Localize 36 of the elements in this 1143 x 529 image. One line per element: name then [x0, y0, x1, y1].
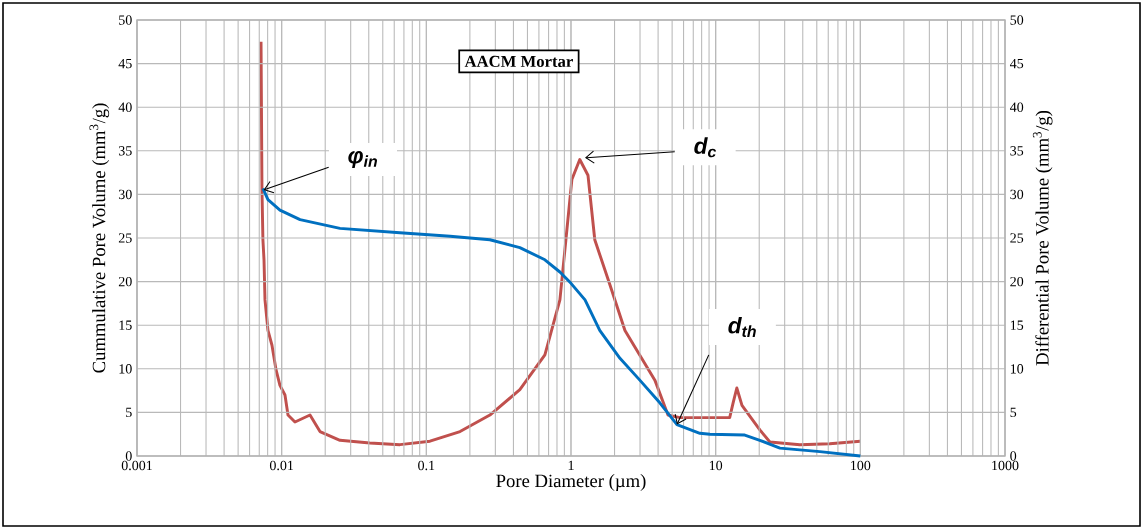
y-tick-label: 45: [118, 58, 132, 69]
x-tick-label: 1: [568, 460, 574, 470]
y2-tick-label: 45: [1009, 58, 1024, 69]
y2-tick-label: 15: [1010, 320, 1024, 330]
annotation: d$_{c}$: [694, 137, 717, 158]
x-tick-label: 0.01: [269, 460, 294, 471]
y2-tick-label: 0: [1010, 451, 1017, 461]
text: AACM Mortar: [464, 55, 573, 68]
y2-tick-label: 35: [1010, 146, 1024, 156]
y-tick-label: 25: [118, 233, 132, 243]
y2-tick-label: 20: [1010, 276, 1024, 287]
y2-tick-label: 10: [1010, 364, 1024, 374]
y-tick-label: 0: [125, 451, 132, 461]
y2-tick-label: 50: [1010, 15, 1024, 25]
x-tick-label: 100: [851, 460, 871, 471]
x-tick-label: 10: [709, 460, 723, 471]
annotation: φ$_{in}$: [348, 151, 378, 168]
x-axis-title: Pore Diameter (µm): [496, 474, 646, 491]
y-tick-label: 5: [126, 407, 132, 418]
y-tick-label: 10: [119, 364, 132, 374]
annotation: d$_{th}$: [728, 316, 756, 337]
y2-tick-label: 40: [1009, 102, 1024, 112]
y-axis-title: Cummulative Pore Volume (mm$^{3}$/g): [89, 103, 110, 373]
y-tick-label: 40: [118, 102, 132, 112]
y-tick-label: 35: [118, 146, 132, 156]
y-tick-label: 30: [118, 189, 132, 200]
y2-tick-label: 25: [1010, 233, 1024, 243]
x-tick-label: 0.001: [121, 460, 152, 471]
x-tick-label: 0.1: [418, 460, 435, 471]
y-tick-label: 20: [118, 276, 132, 287]
y-tick-label: 15: [119, 320, 132, 330]
x-tick-label: 1000: [992, 460, 1019, 471]
y2-tick-label: 30: [1010, 189, 1024, 200]
y2-tick-label: 5: [1010, 407, 1017, 418]
y-tick-label: 50: [119, 15, 132, 25]
y2-axis-title: Differential Pore Volume (mm$^{3}$/g): [1032, 110, 1053, 366]
